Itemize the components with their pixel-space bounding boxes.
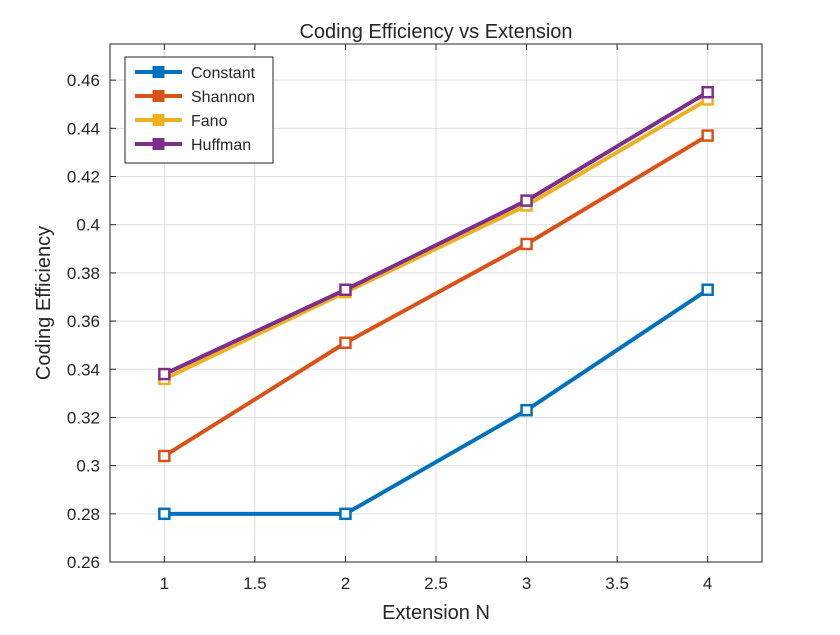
legend-item-fano: Fano (135, 113, 228, 130)
y-tick-label: 0.32 (67, 408, 100, 427)
legend-marker (152, 114, 165, 126)
series-huffman (158, 85, 714, 381)
data-point-marker (701, 129, 714, 142)
data-point-marker (520, 237, 533, 251)
data-point-marker (339, 283, 352, 296)
legend-item-constant: Constant (135, 65, 256, 82)
x-tick-label: 1 (160, 574, 169, 593)
legend-label: Fano (191, 113, 228, 130)
ticks: 1 1.5 2 2.5 3 3.5 4 0.26 0.28 0.3 0.32 0.34 0.36 0.38… (67, 44, 762, 593)
legend-label: Constant (191, 65, 256, 82)
legend-label: Shannon (191, 89, 255, 106)
y-tick-label: 0.36 (67, 312, 100, 331)
legend-marker (152, 66, 165, 78)
data-point-marker (158, 367, 171, 381)
y-tick-label: 0.38 (67, 264, 100, 283)
y-tick-label: 0.34 (67, 360, 100, 379)
data-point-marker (520, 194, 533, 207)
chart-title: Coding Efficiency vs Extension (299, 21, 572, 43)
legend-item-huffman: Huffman (135, 137, 251, 154)
legend: Constant Shannon Fano Huffman (124, 56, 274, 164)
series-shannon (158, 129, 714, 463)
series-line (163, 133, 709, 458)
x-tick-label: 2.5 (424, 574, 448, 593)
series-line (163, 97, 709, 381)
x-tick-label: 3.5 (605, 574, 629, 593)
y-tick-label: 0.28 (67, 505, 100, 524)
data-point-marker (701, 283, 714, 296)
legend-item-shannon: Shannon (135, 89, 255, 106)
series-line (163, 90, 709, 376)
data-point-marker (520, 403, 533, 417)
series-layer (158, 85, 714, 521)
y-tick-label: 0.46 (67, 71, 100, 90)
y-tick-label: 0.26 (67, 553, 100, 572)
y-axis-title: Coding Efficiency (33, 226, 55, 380)
legend-label: Huffman (191, 137, 251, 154)
x-axis-title: Extension N (382, 602, 490, 624)
y-tick-label: 0.4 (76, 216, 100, 235)
data-point-marker (158, 449, 171, 463)
x-tick-label: 3 (522, 574, 531, 593)
y-tick-label: 0.3 (76, 457, 100, 476)
x-tick-label: 4 (703, 574, 712, 593)
x-tick-label: 1.5 (243, 574, 267, 593)
y-tick-label: 0.44 (67, 119, 100, 138)
series-constant (158, 283, 714, 521)
x-tick-label: 2 (341, 574, 350, 593)
data-point-marker (701, 85, 714, 99)
series-line (164, 288, 709, 516)
data-point-marker (339, 507, 352, 521)
data-point-marker (158, 507, 171, 521)
legend-marker (152, 138, 165, 150)
legend-marker (152, 90, 165, 102)
data-point-marker (339, 336, 352, 350)
y-tick-label: 0.42 (67, 168, 100, 187)
